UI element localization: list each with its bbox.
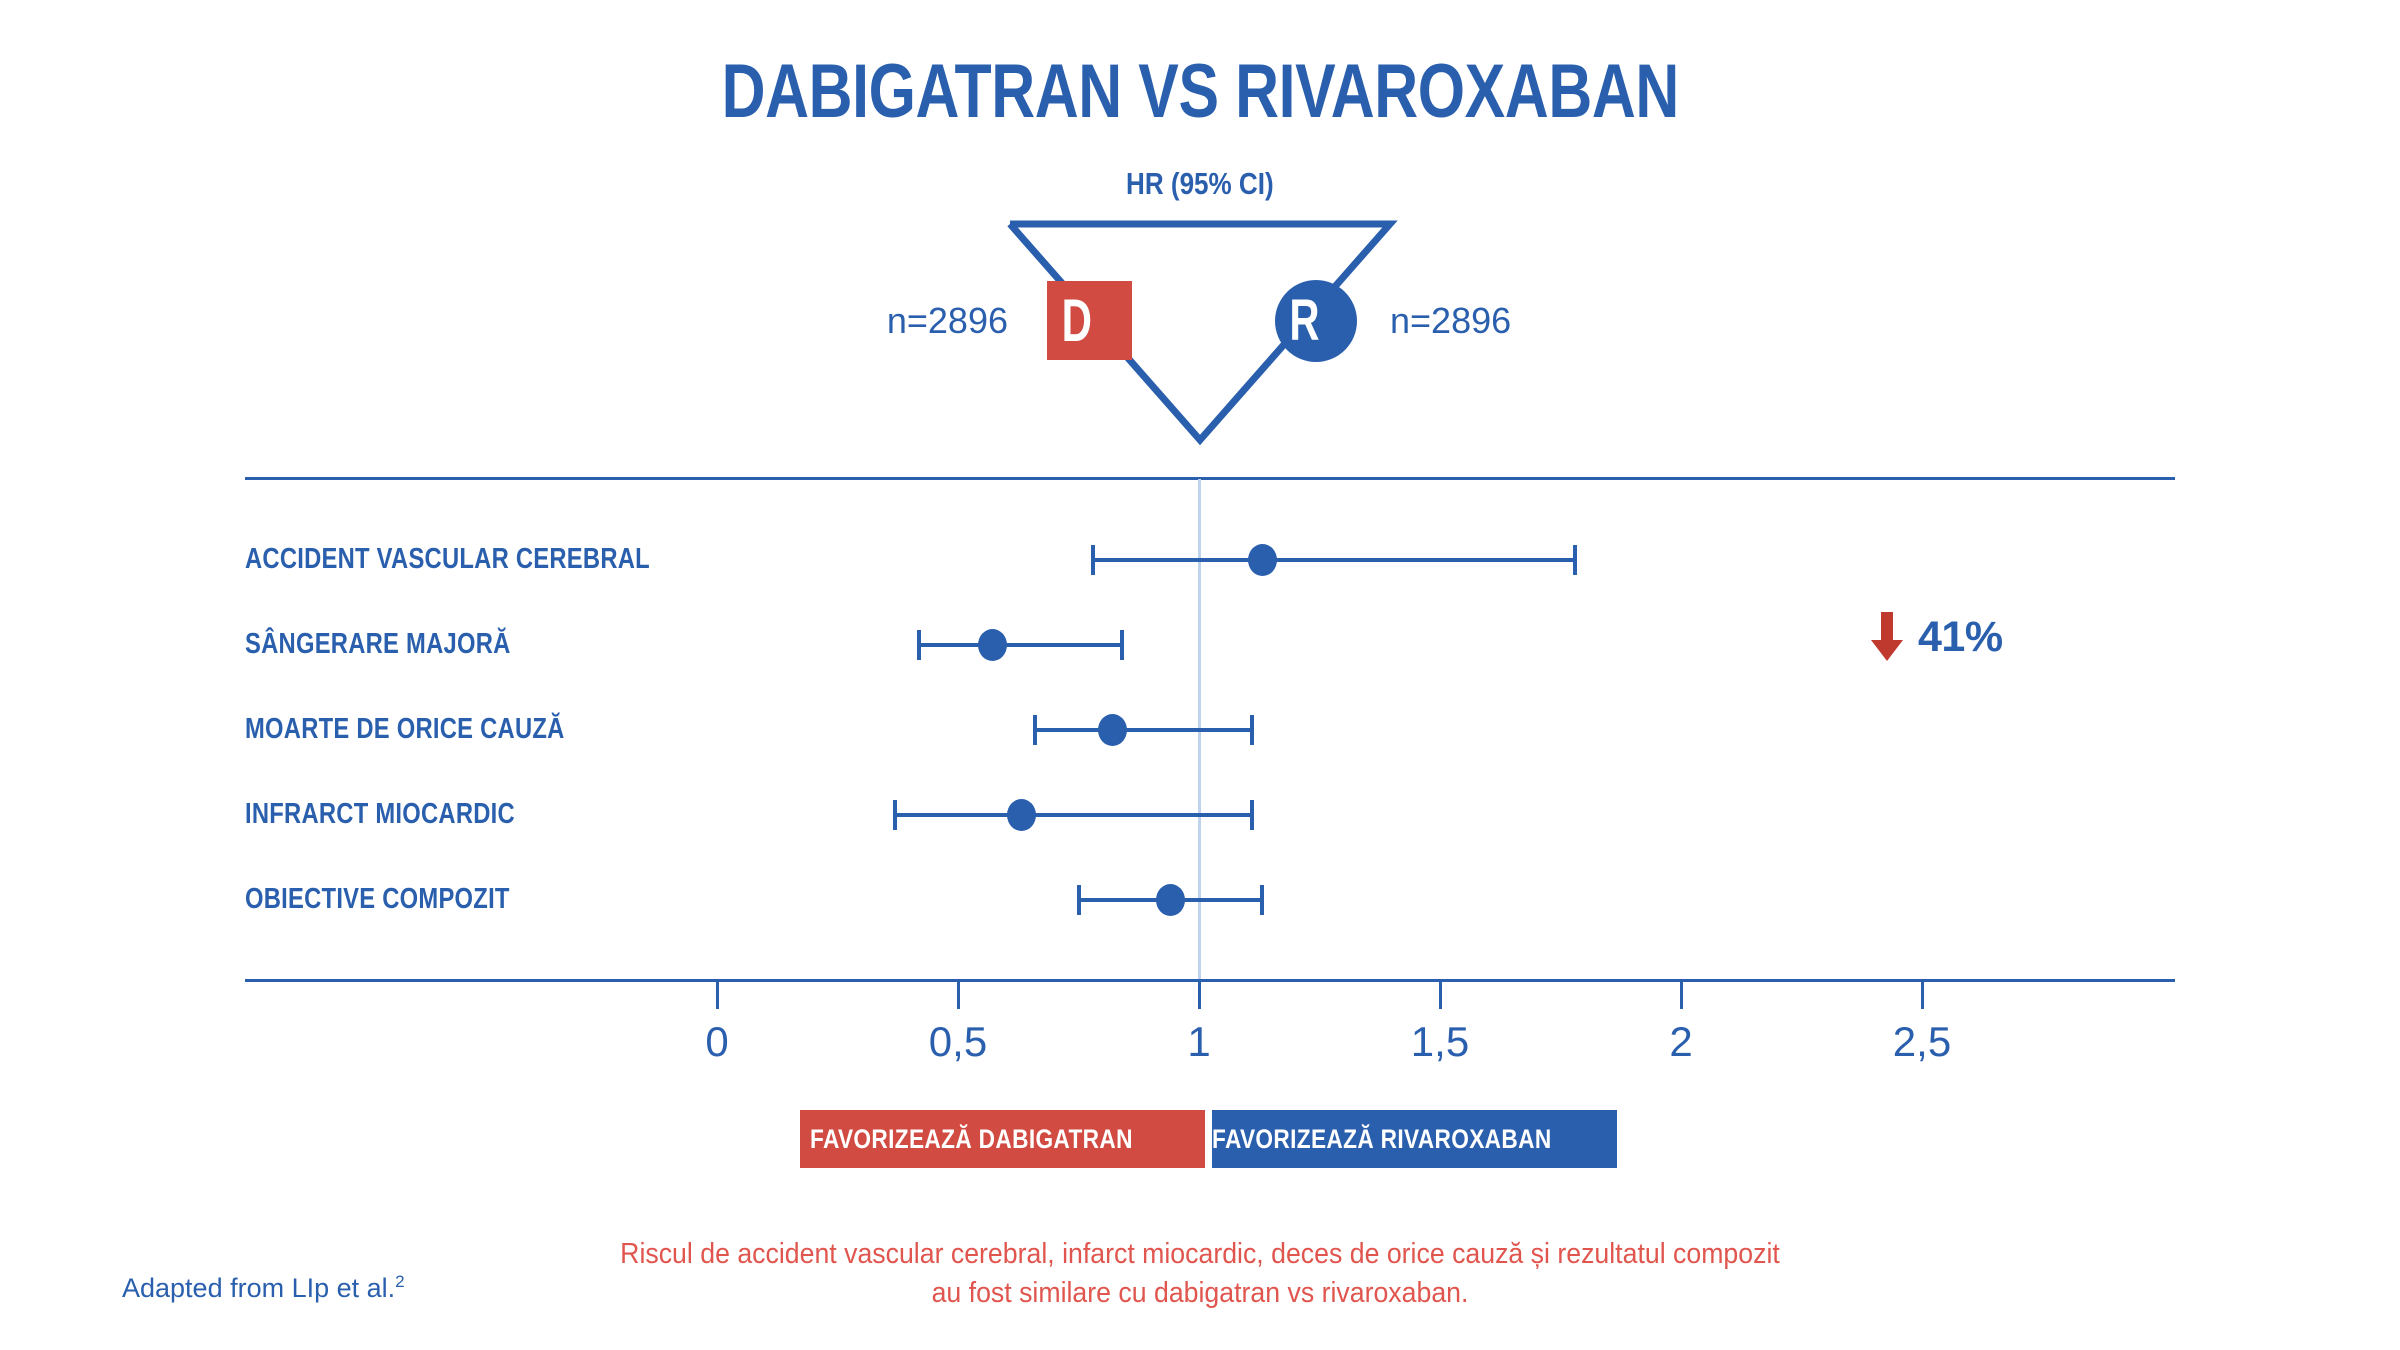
axis-tick: [1439, 982, 1442, 1009]
axis-tick: [716, 982, 719, 1009]
row-label-text: INFRARCT MIOCARDIC: [245, 798, 515, 830]
dabigatran-sample-size: n=2896: [886, 300, 1008, 341]
ci-cap-high: [1259, 885, 1264, 915]
hazard-ratio-point: [977, 629, 1007, 661]
row-label-text: SÂNGERARE MAJORĂ: [245, 628, 511, 660]
page-subtitle-text: HR (95% CI): [1126, 166, 1274, 201]
hazard-ratio-point: [1006, 799, 1036, 831]
dabigatran-badge-letter: D: [1061, 287, 1092, 354]
chart-caption: Riscul de accident vascular cerebral, in…: [550, 1235, 1850, 1313]
ci-cap-low: [1076, 885, 1081, 915]
ci-cap-high: [1119, 630, 1124, 660]
rivaroxaban-badge: R: [1275, 280, 1357, 362]
legend-favors-dabigatran-label: FAVORIZEAZĂ DABIGATRAN: [810, 1123, 1134, 1154]
confidence-interval-line: [1092, 558, 1575, 562]
chart-caption-text: Riscul de accident vascular cerebral, in…: [620, 1238, 1780, 1310]
confidence-interval-line: [1035, 728, 1252, 732]
row-label-text: MOARTE DE ORICE CAUZĂ: [245, 713, 565, 745]
dabigatran-badge: D: [1047, 281, 1132, 360]
axis-tick-label: 2: [1669, 1018, 1693, 1065]
page-subtitle: HR (95% CI): [0, 166, 2400, 202]
row-label: SÂNGERARE MAJORĂ: [245, 628, 569, 661]
ci-cap-low: [893, 800, 898, 830]
legend-favors-rivaroxaban[interactable]: FAVORIZEAZĂ RIVAROXABAN: [1212, 1110, 1617, 1168]
ci-cap-high: [1572, 545, 1577, 575]
source-attribution: Adapted from LIp et al.2: [122, 1272, 405, 1304]
row-label: ACCIDENT VASCULAR CEREBRAL: [245, 543, 739, 576]
row-label: MOARTE DE ORICE CAUZĂ: [245, 713, 635, 746]
axis-tick-label: 0,5: [928, 1018, 988, 1065]
source-superscript: 2: [395, 1272, 405, 1291]
confidence-interval-line: [895, 813, 1252, 817]
page-title-text: DABIGATRAN VS RIVAROXABAN: [721, 49, 1679, 134]
row-label: OBIECTIVE COMPOZIT: [245, 883, 568, 916]
axis-tick: [1921, 982, 1924, 1009]
source-text: Adapted from LIp et al.: [122, 1273, 396, 1303]
axis-tick-label: 1: [1187, 1018, 1211, 1065]
confidence-interval-line: [919, 643, 1122, 647]
plot-bottom-rule: [245, 979, 2175, 982]
ci-cap-high: [1250, 800, 1255, 830]
rivaroxaban-badge-letter: R: [1289, 288, 1320, 353]
axis-tick-label: 1,5: [1410, 1018, 1470, 1065]
rivaroxaban-sample-size: n=2896: [1390, 300, 1512, 341]
row-label: INFRARCT MIOCARDIC: [245, 798, 574, 831]
axis-tick: [1680, 982, 1683, 1009]
ci-cap-low: [1033, 715, 1038, 745]
hazard-ratio-point: [1247, 544, 1277, 576]
page-title: DABIGATRAN VS RIVAROXABAN: [0, 48, 2400, 135]
arrow-down-icon: [1871, 612, 1903, 661]
reduction-annotation: 41%: [1870, 612, 2003, 662]
reduction-percent: 41%: [1918, 612, 2003, 661]
hazard-ratio-point: [1156, 884, 1186, 916]
plot-top-rule: [245, 477, 2175, 480]
axis-tick-label: 0: [705, 1018, 729, 1065]
axis-tick-label: 2,5: [1892, 1018, 1952, 1065]
row-label-text: ACCIDENT VASCULAR CEREBRAL: [245, 543, 650, 575]
legend-favors-dabigatran[interactable]: FAVORIZEAZĂ DABIGATRAN: [800, 1110, 1205, 1168]
ci-cap-high: [1250, 715, 1255, 745]
row-label-text: OBIECTIVE COMPOZIT: [245, 883, 510, 915]
ci-cap-low: [917, 630, 922, 660]
axis-tick: [1198, 982, 1201, 1009]
ci-cap-low: [1090, 545, 1095, 575]
hazard-ratio-point: [1098, 714, 1128, 746]
axis-tick: [957, 982, 960, 1009]
legend-favors-rivaroxaban-label: FAVORIZEAZĂ RIVAROXABAN: [1212, 1123, 1552, 1154]
